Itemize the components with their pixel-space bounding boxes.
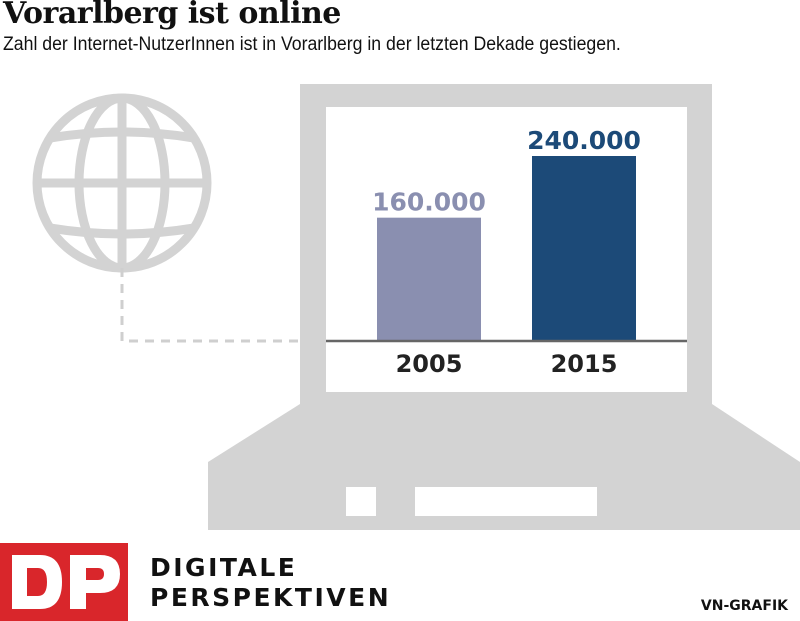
page-subtitle: Zahl der Internet-NutzerInnen ist in Vor… (3, 34, 621, 55)
bar-2015 (532, 156, 636, 341)
bar-chart: 160.000 2005 240.000 2015 (326, 126, 687, 378)
value-label-2015: 240.000 (527, 126, 641, 155)
laptop-touchpad (415, 487, 597, 516)
category-label-2005: 2005 (396, 350, 463, 378)
brand-line-2: PERSPEKTIVEN (150, 583, 392, 612)
globe-icon (32, 93, 212, 273)
category-label-2015: 2015 (551, 350, 618, 378)
page-title: Vorarlberg ist online (3, 0, 341, 31)
laptop-button (346, 487, 376, 516)
laptop-icon (208, 84, 800, 530)
value-label-2005: 160.000 (372, 188, 486, 217)
logo-letters (12, 555, 120, 609)
credit-label: VN-GRAFIK (700, 598, 788, 614)
dashed-connector (120, 268, 300, 343)
bar-2005 (377, 217, 481, 341)
brand-line-1: DIGITALE (150, 553, 298, 582)
